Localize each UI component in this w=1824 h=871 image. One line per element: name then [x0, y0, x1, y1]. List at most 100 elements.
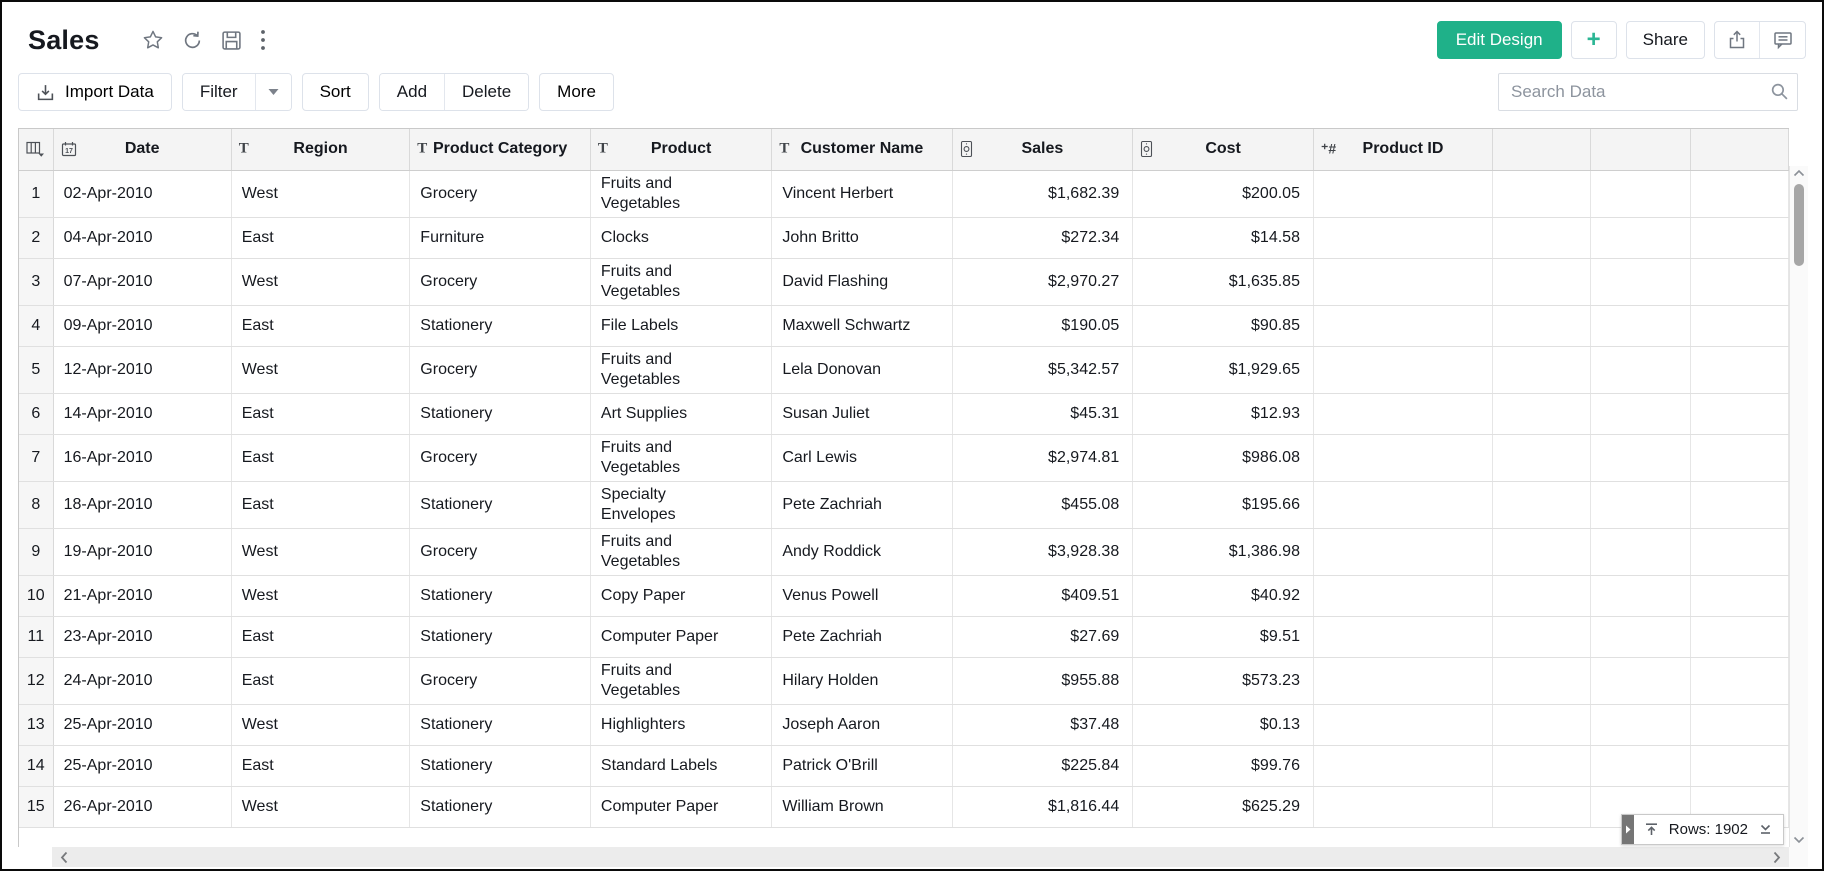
- cell-empty3[interactable]: [1690, 616, 1788, 657]
- column-header-product[interactable]: TProduct: [590, 129, 771, 170]
- cell-product_id[interactable]: [1313, 434, 1492, 481]
- cell-product_id[interactable]: [1313, 657, 1492, 704]
- cell-product[interactable]: Fruits and Vegetables: [590, 346, 771, 393]
- cell-product_id[interactable]: [1313, 305, 1492, 346]
- row-number[interactable]: 3: [19, 258, 53, 305]
- cell-product[interactable]: Fruits and Vegetables: [590, 258, 771, 305]
- cell-empty1[interactable]: [1492, 745, 1590, 786]
- sort-button[interactable]: Sort: [302, 73, 369, 111]
- cell-customer[interactable]: Maxwell Schwartz: [772, 305, 952, 346]
- cell-date[interactable]: 12-Apr-2010: [53, 346, 231, 393]
- cell-product[interactable]: Art Supplies: [590, 393, 771, 434]
- cell-product[interactable]: Fruits and Vegetables: [590, 657, 771, 704]
- row-number[interactable]: 4: [19, 305, 53, 346]
- cell-sales[interactable]: $1,816.44: [952, 786, 1133, 827]
- cell-category[interactable]: Grocery: [410, 346, 591, 393]
- cell-product[interactable]: Fruits and Vegetables: [590, 528, 771, 575]
- cell-empty3[interactable]: [1690, 575, 1788, 616]
- search-input[interactable]: [1498, 73, 1798, 111]
- cell-region[interactable]: East: [231, 217, 410, 258]
- go-to-first-row-icon[interactable]: [1644, 822, 1659, 837]
- cell-product_id[interactable]: [1313, 704, 1492, 745]
- row-number[interactable]: 14: [19, 745, 53, 786]
- column-header-empty3[interactable]: [1690, 129, 1788, 170]
- rows-widget-collapse-tab[interactable]: [1622, 815, 1634, 844]
- cell-product[interactable]: Specialty Envelopes: [590, 481, 771, 528]
- cell-region[interactable]: West: [231, 528, 410, 575]
- cell-product_id[interactable]: [1313, 393, 1492, 434]
- cell-empty3[interactable]: [1690, 745, 1788, 786]
- cell-product[interactable]: Fruits and Vegetables: [590, 434, 771, 481]
- cell-product[interactable]: File Labels: [590, 305, 771, 346]
- save-icon[interactable]: [221, 30, 242, 51]
- cell-sales[interactable]: $27.69: [952, 616, 1133, 657]
- cell-empty1[interactable]: [1492, 616, 1590, 657]
- cell-empty2[interactable]: [1591, 704, 1690, 745]
- cell-date[interactable]: 14-Apr-2010: [53, 393, 231, 434]
- cell-customer[interactable]: Carl Lewis: [772, 434, 952, 481]
- cell-empty1[interactable]: [1492, 704, 1590, 745]
- cell-empty2[interactable]: [1591, 217, 1690, 258]
- row-number[interactable]: 2: [19, 217, 53, 258]
- cell-empty1[interactable]: [1492, 305, 1590, 346]
- cell-cost[interactable]: $14.58: [1133, 217, 1314, 258]
- row-number[interactable]: 7: [19, 434, 53, 481]
- more-button[interactable]: More: [539, 73, 614, 111]
- cell-empty1[interactable]: [1492, 434, 1590, 481]
- cell-empty1[interactable]: [1492, 170, 1590, 217]
- cell-date[interactable]: 25-Apr-2010: [53, 704, 231, 745]
- favorite-star-icon[interactable]: [142, 29, 164, 51]
- cell-sales[interactable]: $2,974.81: [952, 434, 1133, 481]
- cell-region[interactable]: West: [231, 258, 410, 305]
- cell-empty1[interactable]: [1492, 575, 1590, 616]
- cell-cost[interactable]: $195.66: [1133, 481, 1314, 528]
- cell-customer[interactable]: Pete Zachriah: [772, 481, 952, 528]
- cell-empty3[interactable]: [1690, 481, 1788, 528]
- cell-empty1[interactable]: [1492, 481, 1590, 528]
- row-number[interactable]: 5: [19, 346, 53, 393]
- cell-empty1[interactable]: [1492, 258, 1590, 305]
- cell-sales[interactable]: $37.48: [952, 704, 1133, 745]
- row-number[interactable]: 12: [19, 657, 53, 704]
- cell-empty3[interactable]: [1690, 346, 1788, 393]
- cell-product_id[interactable]: [1313, 575, 1492, 616]
- cell-sales[interactable]: $955.88: [952, 657, 1133, 704]
- cell-category[interactable]: Grocery: [410, 258, 591, 305]
- cell-region[interactable]: West: [231, 786, 410, 827]
- cell-product_id[interactable]: [1313, 528, 1492, 575]
- cell-product[interactable]: Standard Labels: [590, 745, 771, 786]
- add-button[interactable]: Add: [380, 74, 444, 110]
- cell-empty2[interactable]: [1591, 258, 1690, 305]
- delete-button[interactable]: Delete: [444, 74, 528, 110]
- cell-cost[interactable]: $200.05: [1133, 170, 1314, 217]
- cell-sales[interactable]: $45.31: [952, 393, 1133, 434]
- filter-dropdown-button[interactable]: [255, 74, 291, 110]
- cell-region[interactable]: West: [231, 575, 410, 616]
- more-kebab-icon[interactable]: [260, 29, 266, 51]
- cell-empty2[interactable]: [1591, 616, 1690, 657]
- column-header-date[interactable]: 17Date: [53, 129, 231, 170]
- create-new-button[interactable]: +: [1571, 21, 1617, 59]
- cell-sales[interactable]: $190.05: [952, 305, 1133, 346]
- cell-date[interactable]: 19-Apr-2010: [53, 528, 231, 575]
- cell-product_id[interactable]: [1313, 745, 1492, 786]
- cell-date[interactable]: 09-Apr-2010: [53, 305, 231, 346]
- cell-category[interactable]: Grocery: [410, 434, 591, 481]
- cell-customer[interactable]: Lela Donovan: [772, 346, 952, 393]
- cell-region[interactable]: West: [231, 704, 410, 745]
- cell-sales[interactable]: $455.08: [952, 481, 1133, 528]
- cell-sales[interactable]: $3,928.38: [952, 528, 1133, 575]
- cell-product[interactable]: Computer Paper: [590, 786, 771, 827]
- column-header-product_id[interactable]: ⁺#Product ID: [1313, 129, 1492, 170]
- cell-region[interactable]: East: [231, 393, 410, 434]
- column-header-empty1[interactable]: [1492, 129, 1590, 170]
- cell-customer[interactable]: Joseph Aaron: [772, 704, 952, 745]
- cell-sales[interactable]: $5,342.57: [952, 346, 1133, 393]
- cell-region[interactable]: West: [231, 346, 410, 393]
- cell-empty2[interactable]: [1591, 745, 1690, 786]
- cell-category[interactable]: Stationery: [410, 305, 591, 346]
- cell-empty1[interactable]: [1492, 217, 1590, 258]
- cell-cost[interactable]: $0.13: [1133, 704, 1314, 745]
- cell-cost[interactable]: $1,929.65: [1133, 346, 1314, 393]
- cell-product_id[interactable]: [1313, 346, 1492, 393]
